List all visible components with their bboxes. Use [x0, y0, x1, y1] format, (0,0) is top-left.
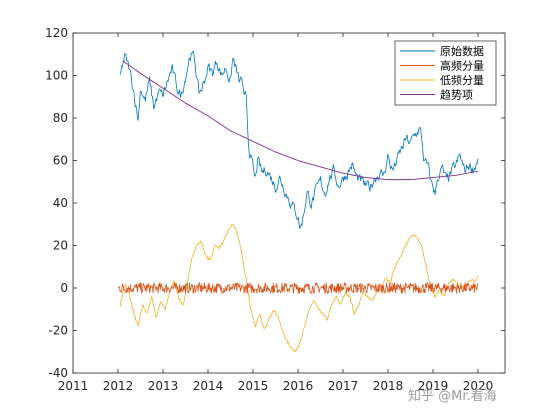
y-tick-label: 100 — [45, 69, 68, 83]
y-tick-label: 0 — [60, 281, 68, 295]
x-tick-label: 2013 — [148, 379, 179, 393]
series-line-2 — [117, 282, 479, 294]
x-tick-label: 2018 — [373, 379, 404, 393]
series-layer — [117, 50, 479, 353]
y-tick-label: 60 — [53, 154, 68, 168]
x-tick-label: 2020 — [463, 379, 494, 393]
legend-label-3: 低频分量 — [440, 73, 484, 87]
y-tick-label: -20 — [48, 324, 68, 338]
x-tick-label: 2014 — [193, 379, 224, 393]
y-tick-label: 20 — [53, 239, 68, 253]
series-line-1 — [119, 50, 479, 229]
x-tick-label: 2011 — [58, 379, 89, 393]
y-tick-label: 120 — [45, 26, 68, 40]
x-tick-label: 2015 — [238, 379, 269, 393]
series-line-3 — [119, 223, 479, 353]
legend-label-1: 原始数据 — [440, 44, 484, 58]
legend-label-4: 趋势项 — [440, 89, 473, 102]
y-tick-label: 80 — [53, 111, 68, 125]
legend-label-2: 高频分量 — [440, 59, 484, 73]
ticks-layer: 2011 2012 2013 2014 2015 2016 2017 2018 2019 2020… — [45, 26, 505, 393]
y-tick-label: -40 — [48, 366, 68, 380]
x-tick-label: 2017 — [328, 379, 359, 393]
watermark: 知乎 @Mr.看海 — [408, 388, 497, 404]
x-tick-label: 2016 — [283, 379, 314, 393]
x-tick-label: 2012 — [103, 379, 134, 393]
y-tick-label: 40 — [53, 196, 68, 210]
series-line-4 — [122, 60, 479, 181]
x-tick-label: 2019 — [418, 379, 449, 393]
